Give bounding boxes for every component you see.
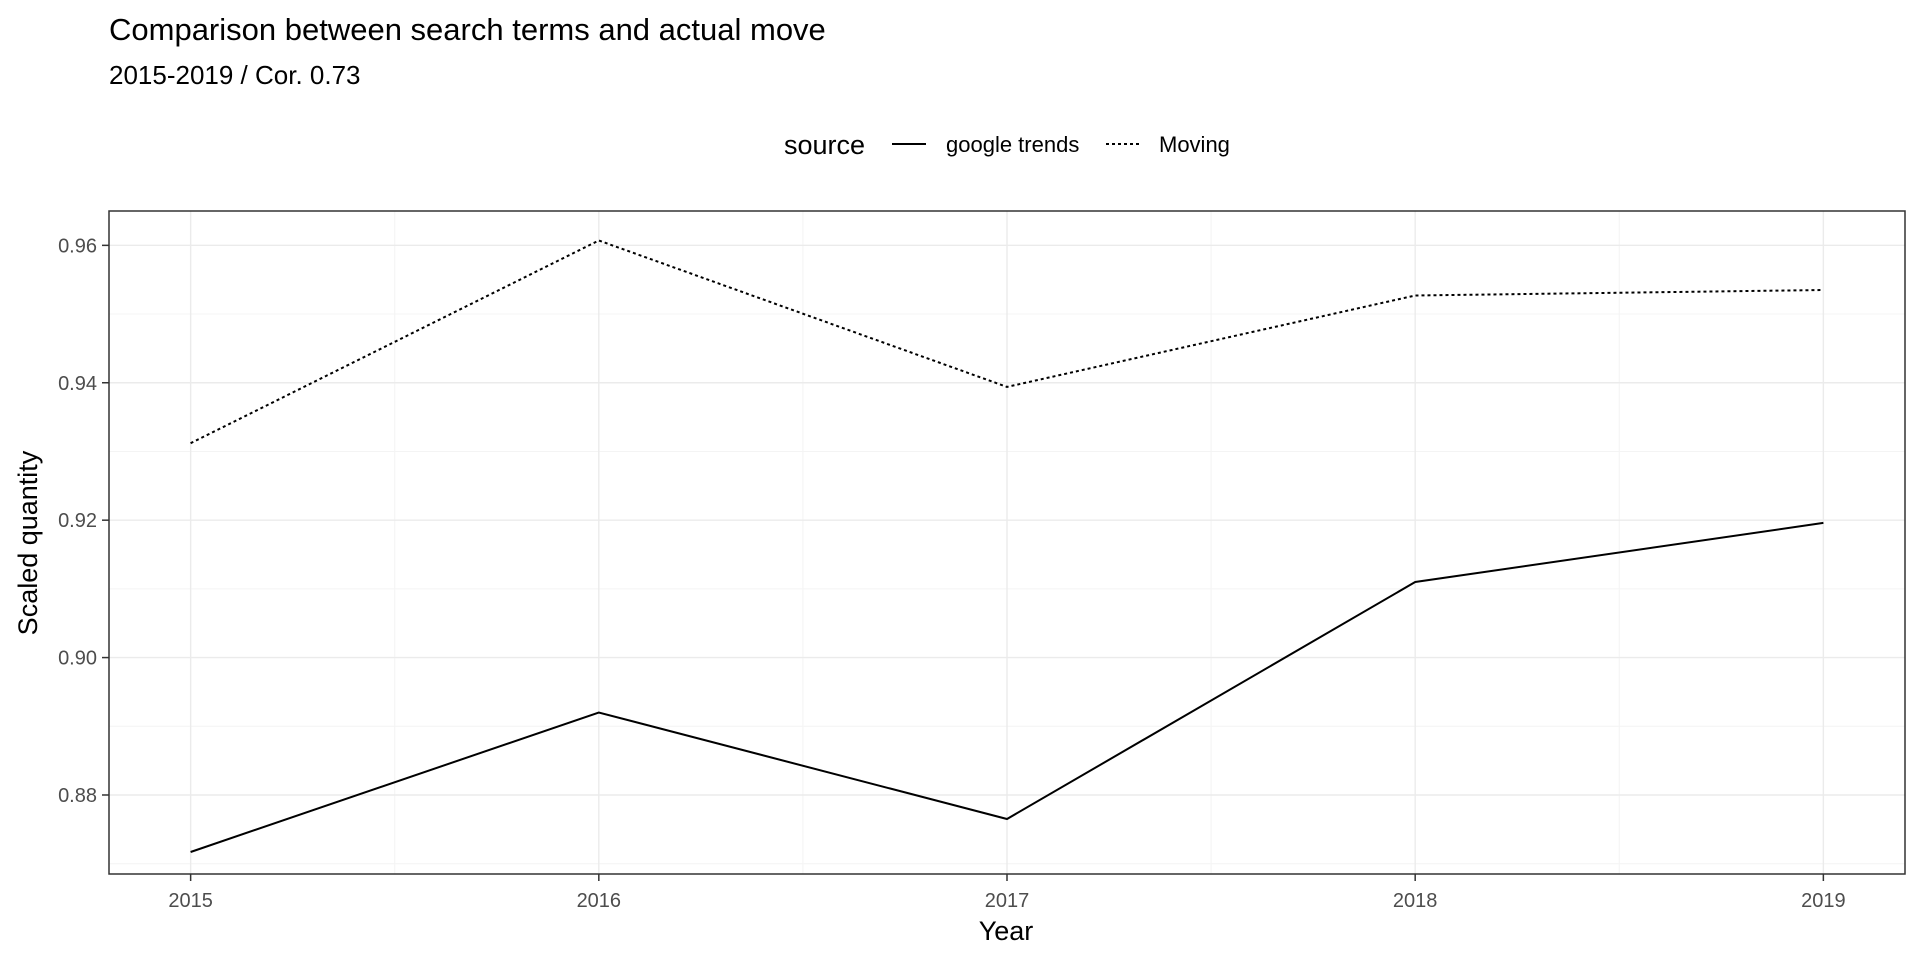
- x-tick-label: 2019: [1801, 890, 1846, 912]
- x-tick-label: 2017: [985, 890, 1030, 912]
- x-tick-label: 2018: [1393, 890, 1438, 912]
- y-tick-label: 0.92: [58, 510, 97, 532]
- legend-label-moving: Moving: [1159, 132, 1230, 157]
- x-tick-label: 2016: [577, 890, 622, 912]
- legend-label-google-trends: google trends: [946, 132, 1079, 157]
- legend-title: source: [784, 130, 865, 160]
- y-tick-label: 0.96: [58, 235, 97, 257]
- grid: [109, 211, 1905, 874]
- series-lines: [190, 239, 1824, 853]
- chart-title: Comparison between search terms and actu…: [109, 12, 826, 47]
- x-axis-title: Year: [979, 916, 1034, 946]
- y-tick-label: 0.94: [58, 373, 97, 395]
- series-line-google-trends: [190, 521, 1824, 853]
- series-line-moving: [190, 239, 1824, 445]
- axes: 0.88 0.90 0.92 0.94 0.96 2015 2016 2017 2018 2019: [58, 235, 1846, 912]
- legend: source google trends Moving: [784, 130, 1230, 160]
- x-tick-label: 2015: [168, 890, 213, 912]
- y-tick-label: 0.90: [58, 648, 97, 670]
- chart-subtitle: 2015-2019 / Cor. 0.73: [109, 60, 361, 90]
- y-tick-label: 0.88: [58, 785, 97, 807]
- y-axis-title: Scaled quantity: [13, 450, 43, 635]
